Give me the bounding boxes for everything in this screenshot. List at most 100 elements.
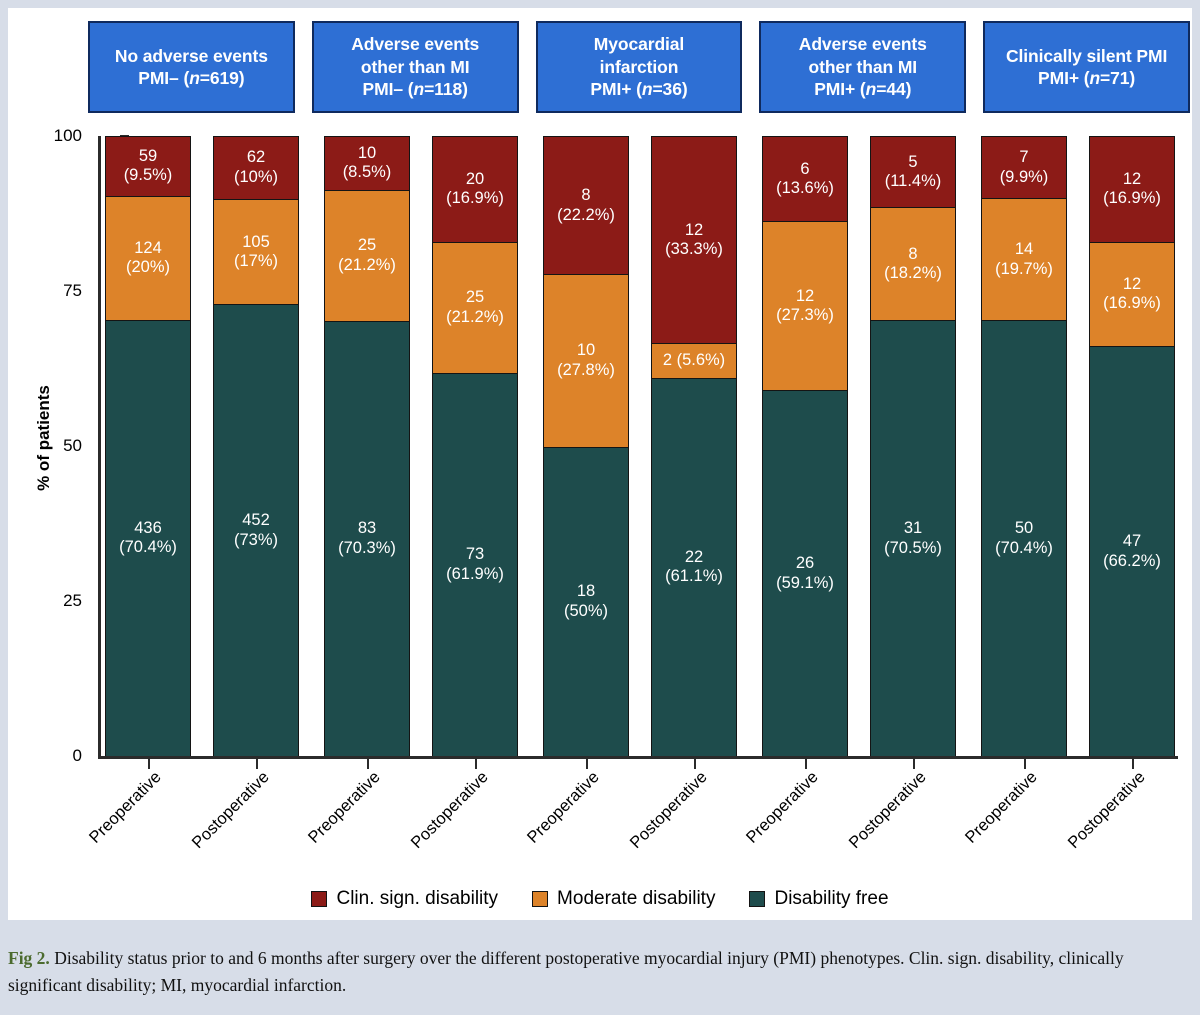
- bar-segment: 10 (27.8%): [544, 274, 628, 447]
- bar-segment: 124 (20%): [106, 195, 190, 320]
- figure-number: Fig 2.: [8, 948, 50, 968]
- bar-segment-label: 73 (61.9%): [446, 545, 504, 583]
- bar-segment: 12 (16.9%): [1090, 137, 1174, 242]
- chart-plot-area: % of patients 0 25 50 75 100 59 (9.5%) 124 (20%…: [8, 8, 1192, 920]
- bar-segment: 105 (17%): [214, 198, 298, 305]
- bar-segment-label: 26 (59.1%): [776, 554, 834, 592]
- legend-item-3[interactable]: Disability free: [749, 888, 889, 910]
- phenotype-box-4: Adverse events other than MI PMI+ (n=44): [759, 21, 967, 113]
- x-tick-mark: [148, 758, 150, 769]
- legend-item-2[interactable]: Moderate disability: [532, 888, 715, 910]
- bar-segment-label: 452 (73%): [233, 511, 278, 549]
- stacked-bar: 20 (16.9%) 25 (21.2%) 73 (61.9%): [432, 136, 518, 756]
- phenotype-box-5: Clinically silent PMI PMI+ (n=71): [983, 21, 1190, 113]
- y-tick-label: 25: [63, 591, 82, 610]
- bar-segment: 5 (11.4%): [871, 137, 955, 208]
- bar-segment: 452 (73%): [214, 304, 298, 756]
- bar-segment-label: 8 (18.2%): [884, 244, 942, 283]
- phenotype-box-line: PMI– (n=118): [362, 79, 468, 100]
- y-tick-label: 50: [63, 436, 82, 455]
- y-axis-ticks: 0 25 50 75 100: [38, 8, 129, 920]
- bar-segment: 12 (27.3%): [763, 221, 847, 391]
- bar-segment-label: 14 (19.7%): [995, 240, 1053, 278]
- stacked-bar: 7 (9.9%) 14 (19.7%) 50 (70.4%): [981, 136, 1067, 756]
- legend-swatch-icon: [532, 891, 549, 907]
- legend-label: Clin. sign. disability: [336, 888, 499, 909]
- bar-segment: 50 (70.4%): [982, 320, 1066, 756]
- bar-segment: 6 (13.6%): [763, 137, 847, 222]
- bar-segment-label: 59 (9.5%): [123, 146, 173, 185]
- phenotype-box-3: Myocardial infarction PMI+ (n=36): [535, 21, 743, 113]
- stacked-bar: 5 (11.4%) 8 (18.2%) 31 (70.5%): [870, 136, 956, 756]
- bar-segment: 8 (18.2%): [871, 207, 955, 321]
- bar-segment: 59 (9.5%): [106, 137, 190, 196]
- bar-segment: 12 (16.9%): [1090, 241, 1174, 347]
- bar-segment: 8 (22.2%): [544, 137, 628, 275]
- y-tick-label: 75: [63, 281, 82, 300]
- bar-segment-label: 12 (16.9%): [1103, 274, 1161, 313]
- bar-segment-label: 2 (5.6%): [662, 351, 726, 370]
- stacked-bar: 12 (16.9%) 12 (16.9%) 47 (66.2%): [1089, 136, 1175, 756]
- x-tick-mark: [367, 758, 369, 769]
- phenotype-box-line: Adverse events: [798, 34, 927, 55]
- phenotype-box-line: PMI+ (n=71): [1038, 68, 1136, 88]
- bar-segment: 83 (70.3%): [325, 320, 409, 757]
- bar-segment-label: 83 (70.3%): [338, 519, 396, 557]
- chart-legend: Clin. sign. disability Moderate disabilit…: [8, 888, 1192, 910]
- bar-segment-label: 31 (70.5%): [884, 519, 942, 557]
- bar-segment-label: 8 (22.2%): [557, 186, 615, 224]
- bar-segment: 31 (70.5%): [871, 320, 955, 756]
- x-tick-mark: [913, 758, 915, 769]
- phenotype-box-2: Adverse events other than MI PMI– (n=118): [311, 21, 519, 113]
- bar-segment-label: 12 (16.9%): [1103, 169, 1161, 208]
- phenotype-box-line: PMI+ (n=36): [590, 79, 688, 100]
- phenotype-box-line: other than MI: [808, 56, 918, 77]
- bar-segment-label: 10 (27.8%): [557, 341, 615, 379]
- y-tick-label: 100: [53, 126, 82, 145]
- figure-card: No adverse events PMI– (n=619) Adverse eve…: [8, 8, 1192, 920]
- bar-segment-label: 47 (66.2%): [1103, 532, 1161, 570]
- x-tick-mark: [475, 758, 477, 769]
- phenotype-box-line: PMI– (n=619): [138, 68, 245, 88]
- bar-segment: 436 (70.4%): [106, 319, 190, 756]
- stacked-bar: 62 (10%) 105 (17%) 452 (73%): [213, 136, 299, 756]
- bar-segment: 47 (66.2%): [1090, 346, 1174, 756]
- x-tick-mark: [256, 758, 258, 769]
- bar-segment-label: 5 (11.4%): [884, 152, 942, 191]
- stacked-bar: 8 (22.2%) 10 (27.8%) 18 (50%): [543, 136, 629, 756]
- bar-segment: 7 (9.9%): [982, 137, 1066, 199]
- x-tick-mark: [1132, 758, 1134, 769]
- bar-segment: 25 (21.2%): [325, 189, 409, 321]
- x-axis-line: [98, 756, 1178, 759]
- bar-segment: 2 (5.6%): [652, 343, 736, 378]
- bar-segment-label: 22 (61.1%): [665, 547, 723, 586]
- legend-swatch-icon: [749, 891, 766, 907]
- x-tick-mark: [1024, 758, 1026, 769]
- bar-segment-label: 12 (27.3%): [776, 286, 834, 325]
- x-tick-mark: [694, 758, 696, 769]
- bar-segment-label: 6 (13.6%): [776, 159, 834, 198]
- bar-segment-label: 436 (70.4%): [119, 518, 177, 557]
- figure-caption-text: Disability status prior to and 6 months …: [8, 948, 1124, 996]
- phenotype-box-line: Adverse events: [351, 34, 480, 55]
- bar-segment-label: 7 (9.9%): [999, 148, 1049, 186]
- y-axis-line: [98, 136, 101, 758]
- legend-label: Moderate disability: [557, 888, 716, 909]
- bar-segment-label: 25 (21.2%): [446, 288, 504, 326]
- phenotype-box-line: other than MI: [360, 56, 470, 77]
- legend-swatch-icon: [311, 891, 328, 907]
- bar-segment-label: 124 (20%): [125, 238, 170, 277]
- phenotype-box-line: Myocardial: [593, 34, 685, 55]
- bar-segment-label: 50 (70.4%): [995, 519, 1053, 557]
- phenotype-box-line: PMI+ (n=44): [814, 79, 912, 100]
- bar-segment: 10 (8.5%): [325, 137, 409, 190]
- bar-segment-label: 18 (50%): [563, 582, 608, 620]
- legend-item-1[interactable]: Clin. sign. disability: [311, 888, 498, 910]
- figure-caption: Fig 2. Disability status prior to and 6 …: [8, 945, 1184, 999]
- phenotype-header-row: No adverse events PMI– (n=619) Adverse eve…: [88, 21, 1190, 113]
- bar-segment: 18 (50%): [544, 446, 628, 756]
- bar-segment-label: 12 (33.3%): [665, 220, 723, 259]
- phenotype-box-line: No adverse events: [114, 45, 268, 66]
- bar-segment: 25 (21.2%): [433, 241, 517, 373]
- bar-segment-label: 10 (8.5%): [342, 143, 392, 182]
